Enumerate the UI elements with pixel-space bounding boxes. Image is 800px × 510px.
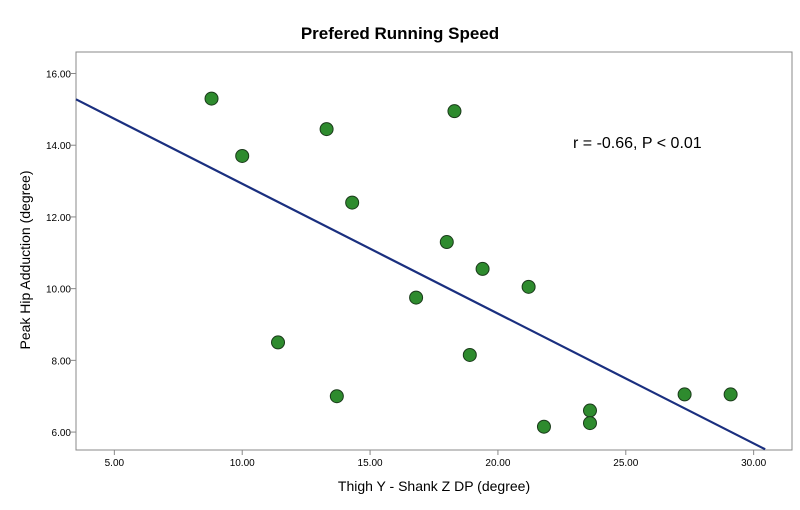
data-point	[329, 389, 344, 404]
data-point	[723, 387, 738, 402]
x-axis-label: Thigh Y - Shank Z DP (degree)	[337, 478, 531, 494]
x-tick-label: 30.00	[741, 458, 766, 469]
x-tick-label: 25.00	[613, 458, 638, 469]
y-tick-label: 14.00	[46, 141, 71, 152]
plot-frame	[75, 51, 793, 451]
regression-line	[75, 98, 766, 451]
y-tick-label: 12.00	[46, 213, 71, 224]
y-tick-label: 10.00	[46, 285, 71, 296]
data-point	[271, 335, 286, 350]
correlation-annotation: r = -0.66, P < 0.01	[573, 135, 702, 152]
x-tick-label: 20.00	[485, 458, 510, 469]
data-point	[204, 91, 219, 106]
data-point	[235, 148, 250, 163]
x-tick-label: 5.00	[105, 458, 125, 469]
y-axis-label: Peak Hip Adduction (degree)	[17, 170, 33, 350]
data-point	[475, 261, 490, 276]
data-point	[409, 290, 424, 305]
chart-title: Prefered Running Speed	[300, 24, 500, 43]
y-tick-label: 6.00	[52, 428, 72, 439]
data-point	[319, 122, 334, 137]
data-point	[521, 279, 536, 294]
data-point	[462, 347, 477, 362]
y-tick-label: 16.00	[46, 70, 71, 81]
data-point	[447, 104, 462, 119]
data-point	[439, 235, 454, 250]
y-tick-label: 8.00	[52, 356, 72, 367]
data-point	[345, 195, 360, 210]
data-point	[582, 416, 597, 431]
x-tick-label: 10.00	[230, 458, 255, 469]
x-tick-label: 15.00	[358, 458, 383, 469]
data-point	[582, 403, 597, 418]
data-point	[677, 387, 692, 402]
data-point	[536, 419, 551, 434]
